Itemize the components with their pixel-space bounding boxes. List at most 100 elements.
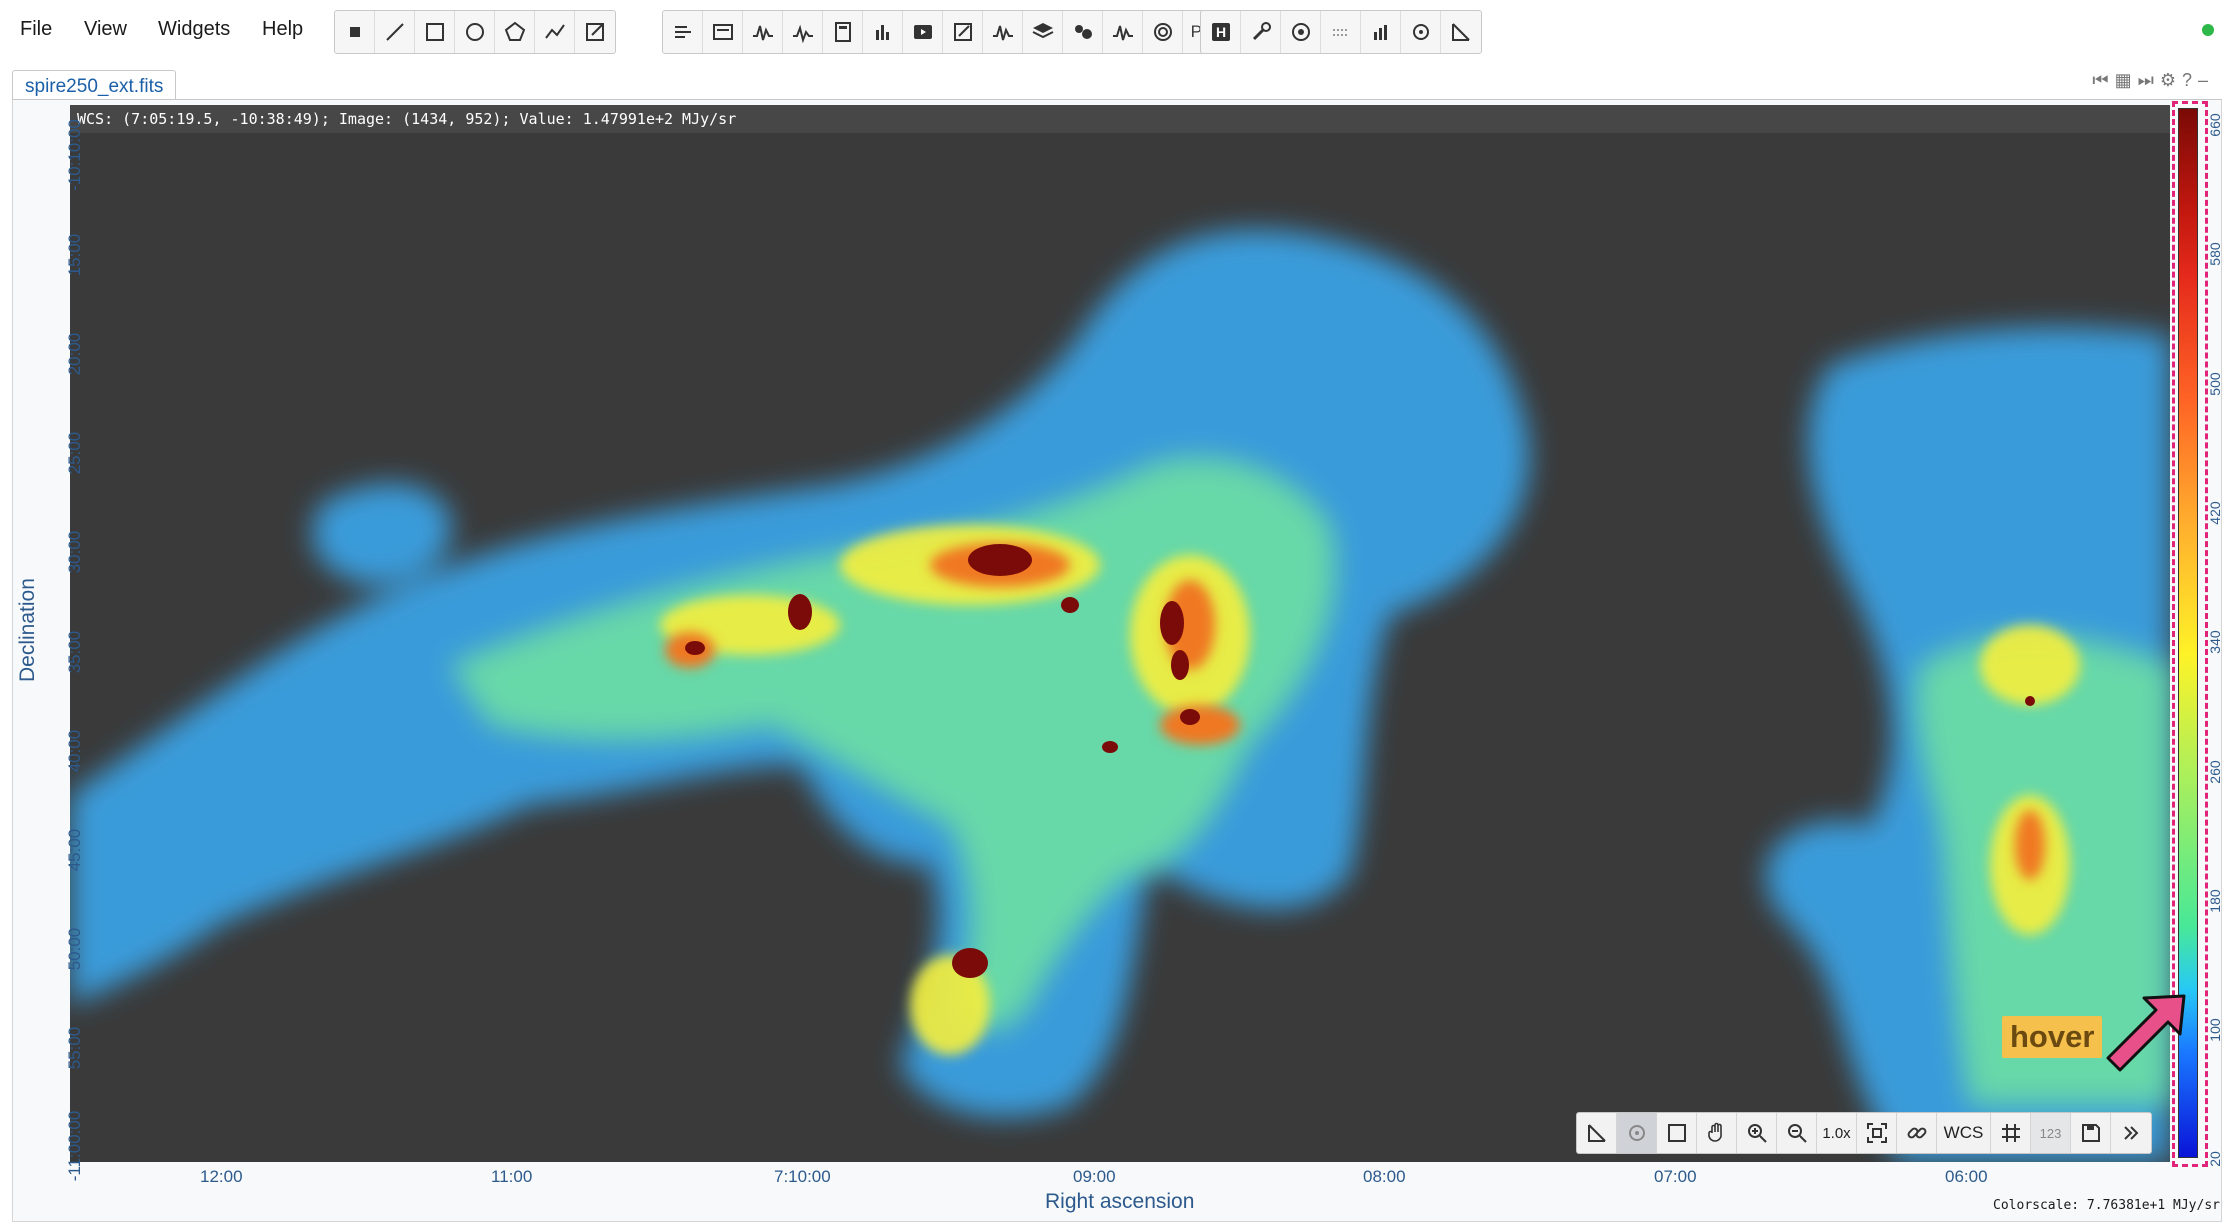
menu-widgets[interactable]: Widgets [158, 18, 231, 40]
cluster-button[interactable] [1063, 11, 1103, 53]
expand-toolbar-button[interactable] [2111, 1113, 2151, 1153]
colorbar-tick: 500 [2207, 372, 2223, 396]
y-tick: 30:00 [65, 530, 84, 574]
polygon-tool-button[interactable] [495, 11, 535, 53]
tab-divider [12, 99, 2222, 100]
zoom-fit-button[interactable] [1857, 1113, 1897, 1153]
emission-map [70, 105, 2170, 1162]
grid-layout-icon[interactable]: ▦ [2114, 70, 2132, 90]
moment-icon [1112, 25, 1133, 41]
menu-bar: File View Widgets Help PV H [0, 0, 2232, 64]
statistics-button[interactable] [1361, 11, 1401, 53]
histogram-icon [875, 25, 889, 40]
line-icon [385, 23, 404, 41]
grid-overlay-button[interactable] [1991, 1113, 2031, 1153]
link-button[interactable] [1897, 1113, 1937, 1153]
distance-button[interactable] [1441, 11, 1481, 53]
mask-button[interactable] [1321, 11, 1361, 53]
cursor-info-bar: WCS: (7:05:19.5, -10:38:49); Image: (143… [70, 105, 2170, 133]
y-tick: 45:00 [65, 828, 84, 872]
file-header-h-button[interactable]: H [1201, 11, 1241, 53]
cluster-icon [1074, 25, 1092, 39]
preferences-button[interactable] [1241, 11, 1281, 53]
point-icon [349, 27, 360, 37]
pan-button[interactable] [1697, 1113, 1737, 1153]
spatial-profile-y-icon [792, 24, 813, 44]
colorbar-tick: 340 [2207, 630, 2223, 654]
region-toolbar [334, 10, 616, 54]
numeric-labels-button[interactable]: 123 [2031, 1113, 2071, 1153]
layer-button[interactable] [1023, 11, 1063, 53]
image-info-button[interactable] [703, 11, 743, 53]
spectral-profile-button[interactable] [983, 11, 1023, 53]
ellipse-icon [465, 23, 484, 41]
colorbar-tick: 660 [2207, 113, 2223, 137]
animator-button[interactable] [903, 11, 943, 53]
y-tick: 20:00 [65, 332, 84, 376]
contour-button[interactable] [1143, 11, 1183, 53]
x-tick: 11:00 [491, 1167, 533, 1186]
colorbar-highlight [2172, 101, 2208, 1167]
colorbar-tick: 580 [2207, 242, 2223, 266]
coordinate-system-button[interactable]: WCS [1937, 1113, 1991, 1153]
hand-icon [1707, 1122, 1722, 1142]
minimize-icon[interactable]: – [2197, 70, 2208, 90]
animator-icon [913, 25, 932, 39]
spatial-profile-y-button[interactable] [783, 11, 823, 53]
y-tick: 35:00 [65, 630, 84, 674]
y-tick: 50:00 [65, 927, 84, 971]
zoom-level-button[interactable]: 1.0x [1817, 1113, 1857, 1153]
x-tick: 09:00 [1073, 1167, 1116, 1186]
y-tick: -10:10:00 [65, 119, 84, 191]
catalog-button[interactable] [943, 11, 983, 53]
zoom-in-icon [1747, 1124, 1767, 1143]
fit-icon [1291, 23, 1310, 41]
fitting-button[interactable] [1281, 11, 1321, 53]
point-icon [1628, 1125, 1645, 1141]
file-header-button[interactable] [663, 11, 703, 53]
spectral-profile-icon [992, 25, 1013, 41]
menu-file[interactable]: File [20, 18, 53, 40]
tab-image[interactable]: spire250_ext.fits [12, 70, 177, 101]
save-icon [2081, 1124, 2100, 1142]
annotation-icon [586, 23, 604, 41]
region-stats-icon [1412, 24, 1429, 40]
annotation-tool-button[interactable] [575, 11, 615, 53]
zoom-in-button[interactable] [1737, 1113, 1777, 1153]
catalog-icon [953, 23, 972, 41]
image-canvas[interactable] [70, 105, 2170, 1162]
spatial-profile-x-button[interactable] [743, 11, 783, 53]
wrench-icon [1252, 22, 1271, 41]
colorbar[interactable] [2178, 108, 2198, 1158]
ellipse-tool-button[interactable] [455, 11, 495, 53]
moment-button[interactable] [1103, 11, 1143, 53]
svg-text:H: H [1215, 24, 1225, 40]
rectangle-region-button[interactable] [1657, 1113, 1697, 1153]
fit-screen-icon [1866, 1123, 1887, 1143]
point-tool-button[interactable] [335, 11, 375, 53]
calculator-button[interactable] [823, 11, 863, 53]
double-chevron-right-icon [2124, 1126, 2139, 1140]
zoom-out-icon [1787, 1124, 1807, 1143]
polyline-tool-button[interactable] [535, 11, 575, 53]
last-frame-icon[interactable]: ⏭ [2137, 70, 2154, 90]
distance-measure-button[interactable] [1577, 1113, 1617, 1153]
help-icon[interactable]: ? [2181, 70, 2192, 90]
widget-toolbar: PV [662, 10, 1222, 54]
zoom-out-button[interactable] [1777, 1113, 1817, 1153]
line-tool-button[interactable] [375, 11, 415, 53]
region-stats-button[interactable] [1401, 11, 1441, 53]
distance-icon [1452, 23, 1470, 41]
settings-icon[interactable]: ⚙ [2159, 70, 2176, 90]
first-frame-icon[interactable]: ⏮ [2092, 70, 2109, 90]
hover-label: hover [2002, 1016, 2103, 1058]
menu-help[interactable]: Help [262, 18, 304, 40]
save-image-button[interactable] [2071, 1113, 2111, 1153]
rectangle-tool-button[interactable] [415, 11, 455, 53]
histogram-button[interactable] [863, 11, 903, 53]
menu-view[interactable]: View [84, 18, 127, 40]
polyline-icon [544, 24, 565, 39]
point-region-button[interactable] [1617, 1113, 1657, 1153]
contour-icon [1153, 23, 1172, 41]
grid-icon [2001, 1124, 2020, 1142]
